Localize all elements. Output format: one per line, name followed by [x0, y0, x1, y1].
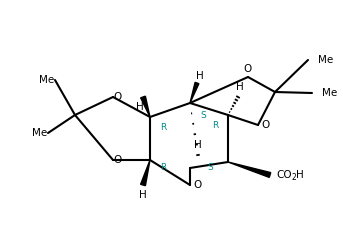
Text: CO: CO — [276, 170, 292, 180]
Text: R: R — [160, 164, 166, 173]
Text: O: O — [193, 180, 201, 190]
Text: Me: Me — [318, 55, 333, 65]
Text: R: R — [212, 121, 218, 129]
Text: 2: 2 — [291, 174, 296, 183]
Text: H: H — [196, 71, 204, 81]
Text: H: H — [236, 82, 244, 92]
Text: S: S — [200, 111, 206, 120]
Text: O: O — [244, 64, 252, 74]
Text: S: S — [207, 164, 213, 173]
Text: O: O — [262, 120, 270, 130]
Text: R: R — [160, 124, 166, 132]
Text: H: H — [136, 102, 144, 112]
Polygon shape — [190, 82, 199, 103]
Text: O: O — [114, 155, 122, 165]
Text: H: H — [296, 170, 304, 180]
Text: H: H — [194, 140, 202, 150]
Text: Me: Me — [39, 75, 55, 85]
Polygon shape — [141, 96, 150, 117]
Text: O: O — [114, 92, 122, 102]
Text: Me: Me — [322, 88, 337, 98]
Polygon shape — [228, 162, 271, 177]
Polygon shape — [141, 160, 150, 186]
Text: Me: Me — [32, 128, 48, 138]
Text: H: H — [139, 190, 147, 200]
